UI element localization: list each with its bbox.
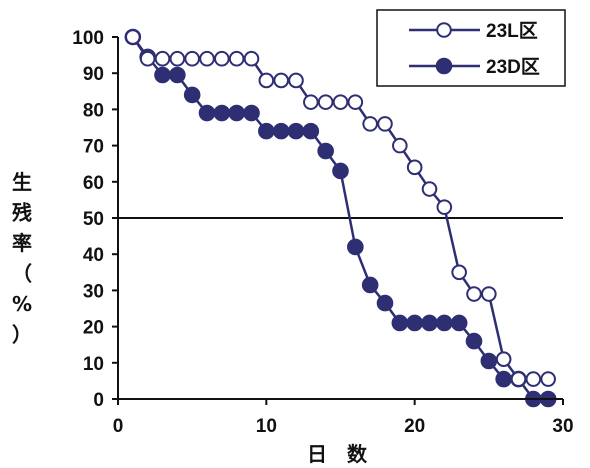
data-point — [169, 50, 186, 67]
data-point — [213, 104, 231, 122]
data-point — [154, 66, 171, 84]
data-point — [376, 294, 394, 312]
y-tick-label: 70 — [83, 137, 104, 158]
data-point — [465, 332, 483, 350]
x-tick-label: 30 — [552, 416, 573, 437]
y-axis-title-char: 残 — [12, 201, 32, 225]
data-point — [406, 314, 423, 332]
data-point — [466, 286, 482, 302]
data-point — [273, 72, 289, 89]
y-tick-label: 60 — [83, 173, 104, 194]
data-point — [362, 116, 378, 132]
y-tick-label: 10 — [83, 354, 104, 375]
data-point — [361, 276, 379, 294]
data-point — [421, 314, 438, 332]
legend-label: 23L区 — [486, 21, 538, 42]
legend-box — [376, 9, 566, 87]
data-point — [154, 50, 171, 67]
series-open — [125, 29, 556, 387]
data-point — [139, 50, 156, 67]
x-tick-label: 20 — [404, 416, 425, 437]
y-axis-title-char: % — [12, 292, 32, 316]
data-point — [436, 314, 453, 332]
data-point — [198, 104, 216, 122]
legend-items: 23L区 23D区 — [409, 21, 540, 78]
y-axis-title-char: （ — [12, 262, 32, 286]
data-point — [317, 142, 334, 160]
data-point — [199, 50, 215, 67]
data-point — [377, 116, 393, 132]
data-point — [258, 122, 275, 140]
series-layer — [124, 28, 557, 408]
data-point — [302, 122, 320, 140]
y-axis-title: 生残率 （% ） — [12, 170, 32, 347]
data-point — [450, 314, 468, 332]
data-point — [125, 29, 141, 45]
y-tick-label: 50 — [83, 209, 104, 230]
data-point — [421, 181, 438, 197]
data-point — [480, 352, 498, 370]
y-tick-label: 100 — [72, 28, 104, 49]
data-point — [406, 159, 423, 176]
data-point — [495, 370, 512, 388]
y-tick-label: 40 — [83, 245, 104, 266]
data-point — [347, 94, 364, 110]
y-axis-title-char: 率 — [12, 231, 32, 255]
data-point — [391, 314, 409, 332]
x-tick-label: 0 — [113, 416, 124, 437]
axis-ticks — [112, 36, 564, 405]
legend-item: 23D区 — [409, 57, 540, 78]
data-point — [317, 94, 334, 110]
data-point — [184, 50, 200, 67]
data-point — [258, 72, 275, 89]
data-point — [510, 371, 527, 387]
data-point — [243, 104, 260, 122]
y-tick-label: 30 — [83, 281, 104, 302]
y-axis-title-char: ） — [12, 323, 32, 347]
data-point — [303, 94, 319, 110]
data-point — [183, 86, 201, 104]
tick-labels: 0 10 20 30 40 50 60 70 80 90 100 0 10 20 30 — [72, 28, 573, 437]
data-point — [347, 238, 364, 256]
y-axis-title-char: 生 — [12, 170, 32, 194]
data-point — [332, 94, 349, 110]
legend-marker — [436, 22, 452, 38]
data-point — [451, 264, 467, 281]
data-point — [272, 122, 290, 140]
legend-marker — [435, 57, 453, 75]
legend-item: 23L区 — [409, 21, 538, 42]
y-axis-title-text: 生残率 （% ） — [12, 170, 32, 347]
data-point — [214, 50, 230, 67]
data-point — [287, 122, 305, 140]
data-point — [481, 286, 497, 302]
x-axis-title: 日 数 — [307, 442, 368, 466]
legend: 23L区 23D区 — [376, 9, 566, 87]
data-point — [525, 371, 542, 387]
data-point — [540, 371, 556, 387]
data-point — [228, 104, 245, 122]
data-point — [243, 50, 260, 67]
x-tick-label: 10 — [256, 416, 277, 437]
data-point — [392, 137, 408, 154]
data-point — [228, 50, 245, 67]
data-point — [288, 72, 304, 89]
y-tick-label: 0 — [93, 390, 104, 411]
y-tick-label: 80 — [83, 100, 104, 121]
data-point — [169, 66, 186, 84]
y-tick-label: 90 — [83, 64, 104, 85]
y-tick-label: 20 — [83, 318, 104, 339]
data-point — [332, 162, 349, 180]
data-point — [495, 351, 512, 367]
legend-label: 23D区 — [486, 57, 540, 78]
data-point — [436, 199, 453, 215]
